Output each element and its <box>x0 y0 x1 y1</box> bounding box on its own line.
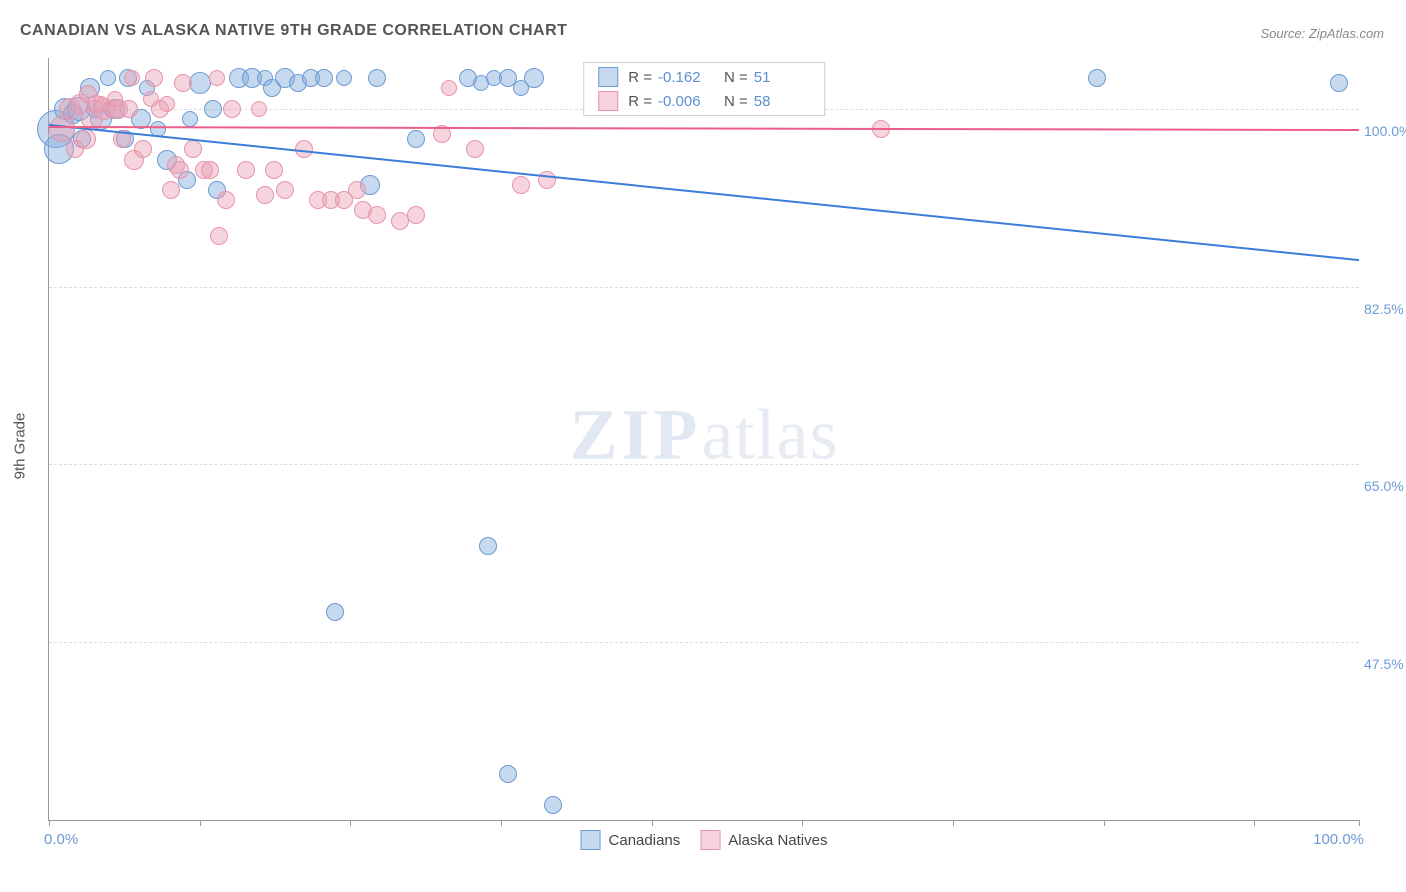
scatter-point <box>479 537 497 555</box>
scatter-point <box>189 72 211 94</box>
scatter-point <box>441 80 457 96</box>
scatter-point <box>217 191 235 209</box>
x-tick <box>501 820 502 826</box>
scatter-point <box>174 74 192 92</box>
grid-line <box>49 287 1359 288</box>
x-tick <box>1359 820 1360 826</box>
n-label: N = <box>724 93 748 110</box>
legend-series-item: Canadians <box>581 830 681 850</box>
scatter-point <box>544 796 562 814</box>
scatter-point <box>209 70 225 86</box>
r-label: R = <box>628 69 652 86</box>
scatter-point <box>407 206 425 224</box>
x-tick <box>802 820 803 826</box>
scatter-point <box>124 70 140 86</box>
legend-stats-row: R = -0.006 N = 58 <box>584 89 824 113</box>
legend-series-label: Alaska Natives <box>728 832 827 849</box>
scatter-point <box>49 116 75 142</box>
r-value: -0.006 <box>658 93 714 110</box>
scatter-point <box>204 100 222 118</box>
chart-title: CANADIAN VS ALASKA NATIVE 9TH GRADE CORR… <box>20 22 567 40</box>
source-label: Source: ZipAtlas.com <box>1260 26 1384 41</box>
legend-series-label: Canadians <box>609 832 681 849</box>
x-tick <box>1104 820 1105 826</box>
scatter-point <box>251 101 267 117</box>
x-axis-min-label: 0.0% <box>44 831 78 848</box>
trend-line <box>49 124 1359 261</box>
scatter-point <box>466 140 484 158</box>
legend-swatch <box>700 830 720 850</box>
legend-swatch <box>598 67 618 87</box>
x-tick <box>350 820 351 826</box>
n-value: 51 <box>754 69 810 86</box>
scatter-point <box>171 161 189 179</box>
x-tick <box>200 820 201 826</box>
watermark-bold: ZIP <box>570 394 702 474</box>
scatter-point <box>237 161 255 179</box>
x-tick <box>652 820 653 826</box>
scatter-point <box>162 181 180 199</box>
scatter-point <box>1330 74 1348 92</box>
scatter-point <box>348 181 366 199</box>
n-value: 58 <box>754 93 810 110</box>
scatter-point <box>256 186 274 204</box>
scatter-point <box>145 69 163 87</box>
chart-container: CANADIAN VS ALASKA NATIVE 9TH GRADE CORR… <box>0 0 1406 892</box>
scatter-point <box>1088 69 1106 87</box>
scatter-point <box>134 140 152 158</box>
scatter-point <box>76 129 96 149</box>
x-tick <box>953 820 954 826</box>
scatter-point <box>326 603 344 621</box>
scatter-point <box>499 765 517 783</box>
y-axis-title: 9th Grade <box>12 413 29 480</box>
scatter-point <box>368 206 386 224</box>
scatter-point <box>100 70 116 86</box>
x-axis-max-label: 100.0% <box>1313 831 1364 848</box>
scatter-point <box>315 69 333 87</box>
legend-swatch <box>598 91 618 111</box>
trend-line <box>49 126 1359 131</box>
plot-area: ZIPatlas 0.0% 100.0% R =-0.162N =51R =-0… <box>48 58 1359 821</box>
legend-stats: R = -0.162 N = 51 R = -0.006 N = 58 <box>583 62 825 116</box>
scatter-point <box>336 70 352 86</box>
grid-line <box>49 464 1359 465</box>
scatter-point <box>538 171 556 189</box>
y-tick-label: 47.5% <box>1364 656 1406 672</box>
x-tick <box>49 820 50 826</box>
scatter-point <box>201 161 219 179</box>
y-tick-label: 100.0% <box>1364 123 1406 139</box>
legend-stats-row: R = -0.162 N = 51 <box>584 65 824 89</box>
scatter-point <box>159 96 175 112</box>
legend-series: Canadians Alaska Natives <box>581 830 828 850</box>
scatter-point <box>184 140 202 158</box>
y-tick-label: 82.5% <box>1364 301 1406 317</box>
watermark-rest: atlas <box>702 394 839 474</box>
scatter-point <box>223 100 241 118</box>
scatter-point <box>407 130 425 148</box>
scatter-point <box>276 181 294 199</box>
scatter-point <box>368 69 386 87</box>
y-tick-label: 65.0% <box>1364 478 1406 494</box>
scatter-point <box>265 161 283 179</box>
legend-series-item: Alaska Natives <box>700 830 827 850</box>
scatter-point <box>512 176 530 194</box>
scatter-point <box>524 68 544 88</box>
r-value: -0.162 <box>658 69 714 86</box>
n-label: N = <box>724 69 748 86</box>
grid-line <box>49 642 1359 643</box>
x-tick <box>1254 820 1255 826</box>
scatter-point <box>182 111 198 127</box>
scatter-point <box>210 227 228 245</box>
legend-swatch <box>581 830 601 850</box>
r-label: R = <box>628 93 652 110</box>
scatter-point <box>120 100 138 118</box>
